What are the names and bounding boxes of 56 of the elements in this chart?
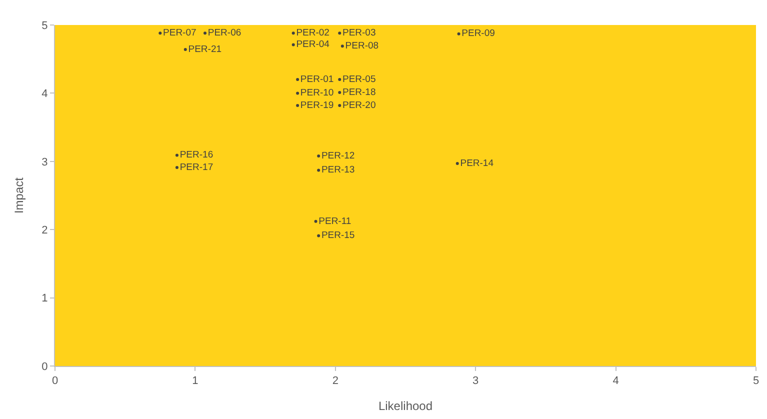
point: [292, 32, 295, 35]
point: [338, 78, 342, 82]
y-tick-label: 3: [42, 156, 48, 168]
point: [317, 234, 320, 238]
point: [158, 32, 162, 35]
point: [175, 166, 178, 170]
data-label: PER-14: [460, 158, 494, 169]
point: [296, 104, 300, 107]
x-axis-title: Likelihood: [378, 399, 433, 414]
point: [175, 154, 178, 157]
data-label: PER-19: [300, 100, 334, 111]
point: [204, 32, 207, 35]
data-label: PER-11: [318, 216, 352, 227]
data-label: PER-13: [321, 164, 355, 176]
data-label: PER-18: [342, 86, 376, 98]
point: [340, 44, 344, 48]
data-label: PER-15: [321, 230, 355, 242]
data-label: PER-20: [342, 100, 376, 111]
point: [296, 92, 300, 95]
data-label: PER-16: [180, 150, 214, 161]
data-label: PER-04: [296, 39, 330, 50]
data-label: PER-07: [163, 28, 196, 39]
y-axis-title: Impact: [12, 176, 26, 214]
point: [317, 154, 320, 158]
data-label: PER-17: [180, 162, 214, 173]
x-tick-label: 2: [332, 375, 338, 388]
x-tick-label: 3: [472, 375, 479, 388]
data-label: PER-05: [342, 74, 376, 85]
point: [338, 91, 342, 94]
point: [314, 220, 318, 223]
x-tick-label: 5: [752, 375, 760, 388]
data-label: PER-08: [345, 40, 379, 52]
point: [456, 162, 459, 165]
y-tick-label: 1: [42, 292, 48, 305]
point: [184, 48, 187, 52]
data-label: PER-10: [300, 88, 334, 99]
y-tick-label: 0: [42, 360, 48, 373]
data-label: PER-21: [188, 44, 222, 55]
point: [338, 32, 342, 35]
point: [338, 104, 342, 107]
x-tick-label: 1: [192, 375, 198, 388]
data-label: PER-03: [342, 28, 376, 39]
point: [457, 32, 460, 36]
y-tick-label: 2: [42, 224, 48, 236]
data-label: PER-12: [321, 150, 355, 162]
point: [296, 78, 300, 82]
data-label: PER-02: [296, 28, 330, 39]
data-label: PER-01: [300, 74, 334, 85]
x-tick-label: 0: [52, 375, 58, 388]
x-tick-label: 4: [612, 375, 619, 388]
point: [317, 168, 320, 172]
point: [292, 43, 295, 46]
data-label: PER-09: [462, 28, 495, 40]
y-tick-label: 5: [42, 20, 48, 32]
y-tick-label: 4: [42, 88, 48, 100]
data-label: PER-06: [208, 28, 242, 39]
